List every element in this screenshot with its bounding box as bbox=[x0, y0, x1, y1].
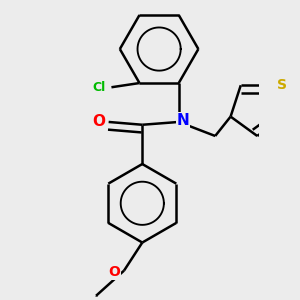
Text: Cl: Cl bbox=[92, 81, 105, 94]
Text: S: S bbox=[277, 78, 287, 92]
Text: N: N bbox=[177, 113, 189, 128]
Text: O: O bbox=[108, 265, 120, 279]
Text: O: O bbox=[92, 115, 105, 130]
